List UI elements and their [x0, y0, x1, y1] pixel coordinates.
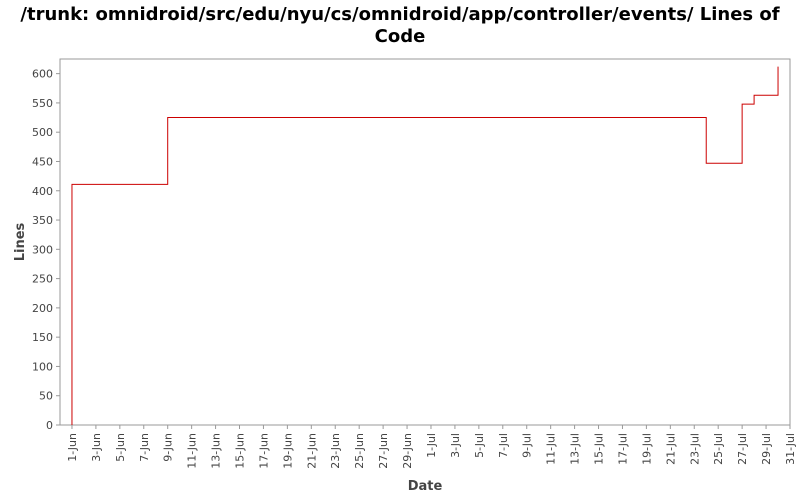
- x-tick-label: 23-Jul: [688, 433, 701, 465]
- x-tick-label: 11-Jul: [545, 433, 558, 465]
- y-tick-label: 500: [32, 126, 53, 139]
- x-tick-label: 9-Jun: [162, 433, 175, 462]
- x-tick-label: 31-Jul: [784, 433, 797, 465]
- x-tick-label: 25-Jul: [712, 433, 725, 465]
- x-tick-label: 1-Jul: [425, 433, 438, 458]
- x-tick-label: 25-Jun: [353, 433, 366, 469]
- x-tick-label: 15-Jul: [593, 433, 606, 465]
- x-tick-label: 21-Jun: [305, 433, 318, 469]
- x-tick-label: 7-Jul: [497, 433, 510, 458]
- x-tick-label: 7-Jun: [138, 433, 151, 462]
- plot-area: [59, 58, 791, 426]
- x-tick-label: 15-Jun: [234, 433, 247, 469]
- x-axis-title: Date: [408, 479, 443, 494]
- x-tick-label: 5-Jun: [114, 433, 127, 462]
- x-tick-label: 1-Jun: [66, 433, 79, 462]
- y-tick-label: 150: [32, 331, 53, 344]
- x-tick-label: 13-Jun: [210, 433, 223, 469]
- x-tick-label: 19-Jul: [640, 433, 653, 465]
- y-tick-label: 100: [32, 360, 53, 373]
- x-tick-label: 3-Jul: [449, 433, 462, 458]
- y-tick-label: 450: [32, 155, 53, 168]
- x-tick-label: 27-Jun: [377, 433, 390, 469]
- series-line: [71, 66, 779, 425]
- y-tick-label: 50: [39, 390, 53, 403]
- y-tick-label: 300: [32, 243, 53, 256]
- y-tick-label: 550: [32, 97, 53, 110]
- x-tick-label: 29-Jul: [760, 433, 773, 465]
- y-axis-title: Lines: [13, 222, 28, 261]
- chart-title: /trunk: omnidroid/src/edu/nyu/cs/omnidro…: [20, 4, 780, 47]
- x-tick-label: 21-Jul: [664, 433, 677, 465]
- y-tick-label: 600: [32, 68, 53, 81]
- y-tick-label: 250: [32, 273, 53, 286]
- x-tick-label: 11-Jun: [186, 433, 199, 469]
- x-tick-label: 5-Jul: [473, 433, 486, 458]
- x-tick-label: 29-Jun: [401, 433, 414, 469]
- x-tick-label: 17-Jun: [257, 433, 270, 469]
- y-axis: 0 50 100 150 200 250 300 350 400 450 500 550 600: [32, 68, 60, 432]
- y-tick-label: 400: [32, 185, 53, 198]
- x-tick-label: 23-Jun: [329, 433, 342, 469]
- y-tick-label: 350: [32, 214, 53, 227]
- x-axis: 1-Jun 3-Jun 5-Jun 7-Jun 9-Jun 11-Jun 13-Jun 15-…: [66, 425, 797, 469]
- y-tick-label: 200: [32, 302, 53, 315]
- y-tick-label: 0: [46, 419, 53, 432]
- x-tick-label: 19-Jun: [281, 433, 294, 469]
- x-tick-label: 3-Jun: [90, 433, 103, 462]
- x-tick-label: 17-Jul: [616, 433, 629, 465]
- x-tick-label: 13-Jul: [569, 433, 582, 465]
- x-tick-label: 27-Jul: [736, 433, 749, 465]
- x-tick-label: 9-Jul: [521, 433, 534, 458]
